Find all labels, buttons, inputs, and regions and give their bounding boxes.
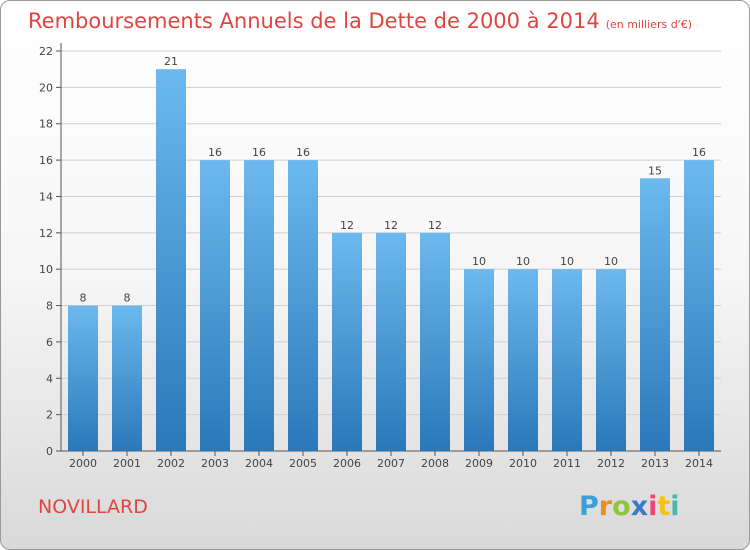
data-label: 16 [252, 146, 266, 159]
y-tick-label: 8 [46, 300, 53, 313]
y-tick-label: 22 [39, 45, 53, 58]
x-tick-label: 2012 [597, 457, 625, 470]
x-tick-label: 2013 [641, 457, 669, 470]
chart-title: Remboursements Annuels de la Dette de 20… [28, 9, 692, 33]
logo-letter: o [612, 491, 631, 522]
x-tick-label: 2005 [289, 457, 317, 470]
x-tick-label: 2000 [69, 457, 97, 470]
x-tick-label: 2008 [421, 457, 449, 470]
commune-name: NOVILLARD [38, 496, 148, 518]
logo-letter: P [579, 491, 599, 522]
y-tick-label: 14 [39, 190, 53, 203]
bar-2001 [112, 305, 142, 451]
bar-2002 [156, 69, 186, 451]
y-tick-label: 2 [46, 409, 53, 422]
proxiti-logo: Proxiti [579, 491, 680, 522]
data-label: 16 [692, 146, 706, 159]
y-tick-label: 0 [46, 445, 53, 458]
bar-2013 [640, 178, 670, 452]
x-tick-label: 2009 [465, 457, 493, 470]
bar-2006 [332, 232, 362, 451]
bar-2004 [244, 160, 274, 451]
data-label: 10 [560, 255, 574, 268]
logo-letter: i [670, 491, 680, 522]
x-tick-label: 2006 [333, 457, 361, 470]
logo-letter: t [657, 491, 671, 522]
bar-2003 [200, 160, 230, 451]
data-label: 10 [472, 255, 486, 268]
bar-2008 [420, 232, 450, 451]
y-tick-label: 4 [46, 372, 53, 385]
data-label: 21 [164, 55, 178, 68]
logo-letter: x [630, 491, 649, 522]
x-tick-label: 2010 [509, 457, 537, 470]
labels: 0 2 4 6 8 10 12 14 16 18 20 22 2000 8 2001 8 2002 21 2003 1… [39, 45, 713, 470]
y-tick-label: 10 [39, 263, 53, 276]
bar-2005 [288, 160, 318, 451]
bar-2010 [508, 269, 538, 451]
data-label: 8 [124, 292, 131, 305]
data-label: 12 [340, 219, 354, 232]
data-label: 10 [516, 255, 530, 268]
data-label: 16 [208, 146, 222, 159]
bars [68, 69, 714, 452]
y-tick-label: 18 [39, 118, 53, 131]
y-tick-label: 16 [39, 154, 53, 167]
bar-2009 [464, 269, 494, 451]
bar-2000 [68, 305, 98, 451]
y-tick-label: 6 [46, 336, 53, 349]
data-label: 12 [384, 219, 398, 232]
bar-2007 [376, 232, 406, 451]
logo-letter: i [648, 491, 658, 522]
y-tick-label: 20 [39, 81, 53, 94]
logo-letter: r [598, 491, 613, 522]
bar-2011 [552, 269, 582, 451]
data-label: 12 [428, 219, 442, 232]
x-tick-label: 2003 [201, 457, 229, 470]
chart-title-text: Remboursements Annuels de la Dette de 20… [28, 9, 600, 33]
data-label: 16 [296, 146, 310, 159]
bar-2012 [596, 269, 626, 451]
bar-2014 [684, 160, 714, 451]
x-tick-label: 2004 [245, 457, 273, 470]
chart-unit: (en milliers d'€) [605, 18, 692, 31]
x-tick-label: 2007 [377, 457, 405, 470]
data-label: 8 [80, 292, 87, 305]
x-tick-label: 2014 [685, 457, 713, 470]
x-tick-label: 2001 [113, 457, 141, 470]
y-tick-label: 12 [39, 227, 53, 240]
x-tick-label: 2011 [553, 457, 581, 470]
x-tick-label: 2002 [157, 457, 185, 470]
data-label: 15 [648, 164, 662, 177]
data-label: 10 [604, 255, 618, 268]
